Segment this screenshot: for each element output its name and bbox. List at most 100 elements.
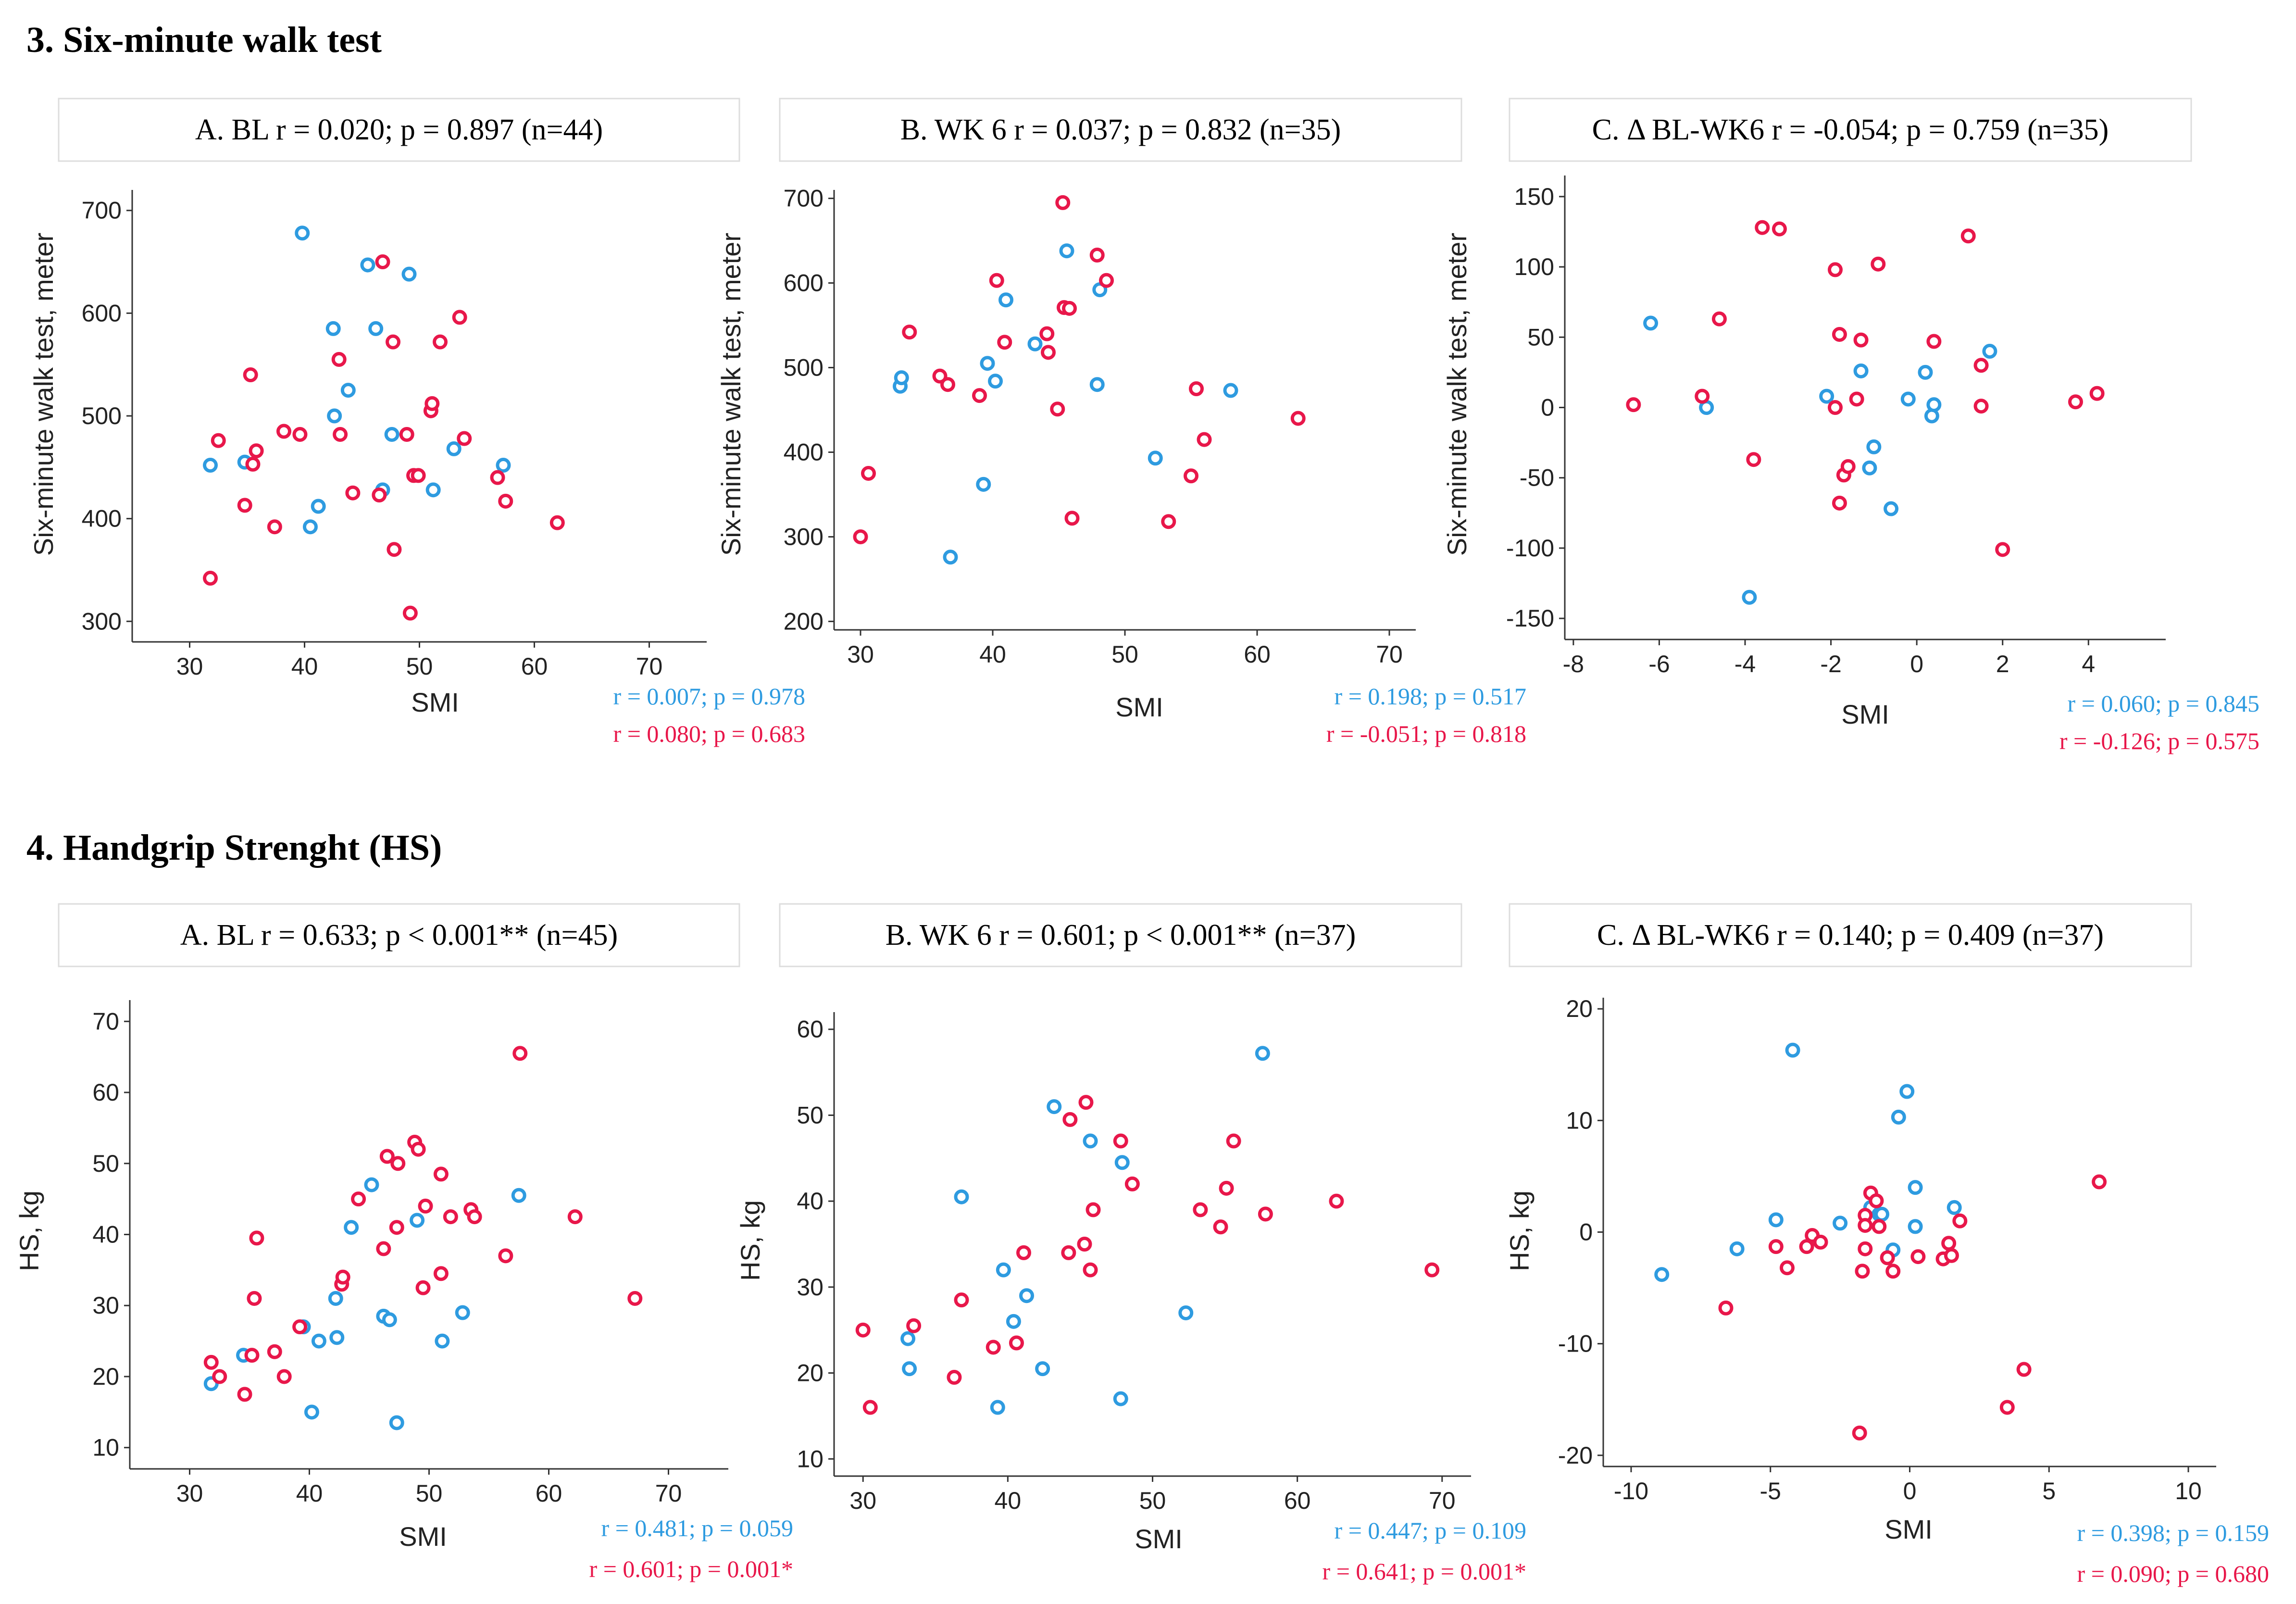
data-point-blue bbox=[203, 458, 218, 473]
data-point-red bbox=[244, 1348, 260, 1363]
data-point-red bbox=[433, 1266, 449, 1281]
x-tick-label: -10 bbox=[1614, 1478, 1648, 1504]
data-point-blue bbox=[1947, 1200, 1962, 1215]
data-point-red bbox=[932, 368, 948, 384]
y-tick-label: 20 bbox=[92, 1363, 119, 1390]
x-tick-label: 0 bbox=[1903, 1478, 1917, 1504]
data-point-red bbox=[1973, 399, 1989, 414]
data-point-blue bbox=[368, 321, 384, 336]
y-tick-label: 150 bbox=[1514, 183, 1554, 210]
data-point-blue bbox=[1926, 397, 1942, 413]
stat-red: r = -0.126; p = 0.575 bbox=[2059, 727, 2259, 754]
y-tick-label: 30 bbox=[797, 1274, 824, 1301]
data-point-blue bbox=[340, 383, 356, 398]
data-point-blue bbox=[1113, 1391, 1128, 1406]
x-axis-label: SMI bbox=[1135, 1524, 1183, 1554]
chart-1: A. BL r = 0.020; p = 0.897 (n=44) 30 40 50 6… bbox=[28, 98, 805, 747]
data-point-blue bbox=[364, 1177, 379, 1192]
data-point-blue bbox=[1255, 1046, 1270, 1061]
chart-title-box bbox=[1509, 903, 2192, 967]
x-tick-label: 50 bbox=[406, 653, 433, 680]
data-point-red bbox=[376, 1241, 391, 1256]
data-point-red bbox=[335, 1269, 350, 1285]
data-point-red bbox=[267, 519, 282, 535]
stat-red: r = -0.051; p = 0.818 bbox=[1326, 720, 1526, 747]
y-tick-label: -50 bbox=[1520, 464, 1554, 491]
data-point-red bbox=[1813, 1234, 1828, 1250]
data-point-blue bbox=[1654, 1267, 1670, 1282]
data-point-red bbox=[1219, 1180, 1234, 1196]
data-point-red bbox=[1061, 1245, 1076, 1260]
data-point-red bbox=[1055, 195, 1071, 210]
y-tick-label: 400 bbox=[784, 439, 824, 465]
data-point-red bbox=[424, 396, 440, 411]
data-point-red bbox=[452, 310, 467, 325]
data-point-red bbox=[411, 1141, 426, 1157]
data-point-red bbox=[237, 498, 252, 513]
data-point-red bbox=[1184, 468, 1198, 484]
data-point-red bbox=[2016, 1362, 2032, 1377]
data-point-blue bbox=[425, 482, 441, 498]
chart-title-box bbox=[58, 903, 740, 967]
data-point-red bbox=[1213, 1219, 1228, 1235]
data-point-blue bbox=[344, 1220, 359, 1235]
data-point-red bbox=[989, 273, 1004, 288]
data-point-red bbox=[333, 426, 348, 442]
data-point-blue bbox=[1006, 1314, 1021, 1329]
data-point-red bbox=[906, 1318, 922, 1333]
x-tick-label: 70 bbox=[1376, 641, 1403, 668]
data-point-blue bbox=[360, 257, 375, 273]
data-point-blue bbox=[455, 1305, 470, 1320]
data-point-red bbox=[418, 1198, 433, 1214]
data-point-blue bbox=[1924, 408, 1939, 424]
x-tick-label: 30 bbox=[176, 1480, 203, 1507]
data-point-red bbox=[249, 443, 264, 459]
data-point-red bbox=[1872, 1219, 1887, 1234]
data-point-blue bbox=[1742, 589, 1757, 605]
data-point-red bbox=[2089, 386, 2105, 401]
data-point-red bbox=[512, 1046, 528, 1061]
data-point-red bbox=[940, 377, 955, 392]
data-point-blue bbox=[1047, 1099, 1062, 1115]
x-tick-label: 5 bbox=[2042, 1478, 2056, 1504]
data-point-red bbox=[855, 1322, 871, 1338]
y-tick-label: 20 bbox=[797, 1360, 824, 1387]
data-point-blue bbox=[1223, 383, 1238, 398]
data-point-blue bbox=[1884, 501, 1899, 516]
data-point-red bbox=[415, 1280, 431, 1295]
chart-title: B. WK 6 r = 0.601; p < 0.001** (n=37) bbox=[886, 919, 1356, 952]
data-point-red bbox=[1083, 1262, 1098, 1278]
data-point-blue bbox=[998, 292, 1013, 308]
y-tick-label: 10 bbox=[92, 1434, 119, 1461]
chart-5: B. WK 6 r = 0.601; p < 0.001** (n=37) 30 4… bbox=[735, 903, 1526, 1585]
data-point-red bbox=[1626, 397, 1641, 413]
data-point-red bbox=[1780, 1260, 1795, 1276]
data-point-red bbox=[972, 388, 987, 403]
y-axis-label: HS, kg bbox=[14, 1190, 44, 1271]
data-point-blue bbox=[1908, 1180, 1923, 1195]
data-point-red bbox=[249, 1230, 264, 1246]
data-point-red bbox=[345, 485, 361, 501]
data-point-red bbox=[1718, 1300, 1734, 1316]
y-tick-label: 60 bbox=[797, 1016, 824, 1043]
data-point-red bbox=[549, 515, 565, 530]
data-point-red bbox=[390, 1156, 406, 1171]
data-point-red bbox=[1960, 228, 1976, 244]
data-point-red bbox=[1941, 1236, 1957, 1251]
data-point-blue bbox=[1178, 1305, 1194, 1320]
data-point-red bbox=[1840, 459, 1856, 474]
data-point-red bbox=[1828, 262, 1843, 277]
y-tick-label: 30 bbox=[92, 1292, 119, 1319]
chart-title-box bbox=[779, 98, 1462, 162]
data-point-blue bbox=[1833, 1216, 1848, 1231]
data-point-red bbox=[1832, 495, 1847, 511]
data-point-red bbox=[1089, 247, 1105, 263]
data-point-blue bbox=[1982, 344, 1997, 359]
data-point-blue bbox=[1019, 1288, 1035, 1303]
data-point-red bbox=[1952, 1213, 1968, 1228]
y-tick-label: 10 bbox=[797, 1445, 824, 1472]
data-point-blue bbox=[496, 458, 511, 473]
data-point-red bbox=[853, 529, 868, 544]
data-point-red bbox=[443, 1209, 458, 1225]
